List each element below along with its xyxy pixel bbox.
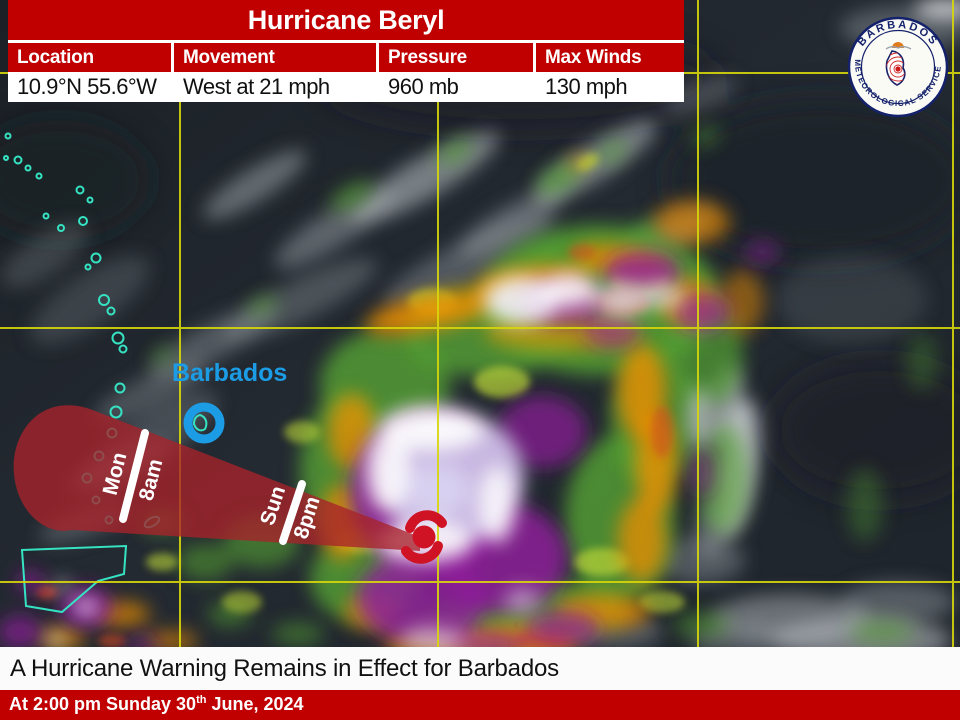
forecast-cone	[13, 405, 421, 551]
col-header-max-winds: Max Winds	[536, 43, 684, 72]
movement-value: West at 21 mph	[174, 72, 379, 102]
logo-radar-dot	[895, 66, 901, 72]
location-value: 10.9°N 55.6°W	[8, 72, 174, 102]
barbados-marker: Barbados	[172, 359, 287, 444]
storm-core-layer	[46, 273, 713, 648]
logo-map-art	[885, 42, 912, 86]
warning-text: A Hurricane Warning Remains in Effect fo…	[10, 655, 559, 682]
timestamp-prefix: At 2:00 pm Sunday 30	[9, 694, 197, 714]
table-data-row: 10.9°N 55.6°W West at 21 mph 960 mb 130 …	[8, 72, 684, 102]
barbados-label: Barbados	[172, 359, 287, 387]
storm-info-table: Hurricane Beryl Location Movement Pressu…	[8, 0, 684, 102]
pressure-value: 960 mb	[379, 72, 536, 102]
storm-title: Hurricane Beryl	[8, 0, 684, 43]
barbados-outline	[192, 413, 208, 432]
max-winds-value: 130 mph	[536, 72, 684, 102]
col-header-movement: Movement	[174, 43, 379, 72]
bms-logo-seal: BARBADOS METEOROLOGICAL SERVICES	[847, 16, 949, 118]
timestamp-banner: At 2:00 pm Sunday 30th June, 2024	[0, 690, 960, 720]
col-header-location: Location	[8, 43, 174, 72]
warning-banner: A Hurricane Warning Remains in Effect fo…	[0, 647, 960, 690]
hurricane-icon	[401, 510, 447, 564]
bms-logo: BARBADOS METEOROLOGICAL SERVICES	[847, 16, 949, 118]
logo-cloud-icon	[885, 46, 912, 50]
timestamp-suffix: June, 2024	[206, 694, 304, 714]
col-header-pressure: Pressure	[379, 43, 536, 72]
table-header-row: Location Movement Pressure Max Winds	[8, 43, 684, 72]
timestamp-ordinal: th	[196, 694, 207, 706]
